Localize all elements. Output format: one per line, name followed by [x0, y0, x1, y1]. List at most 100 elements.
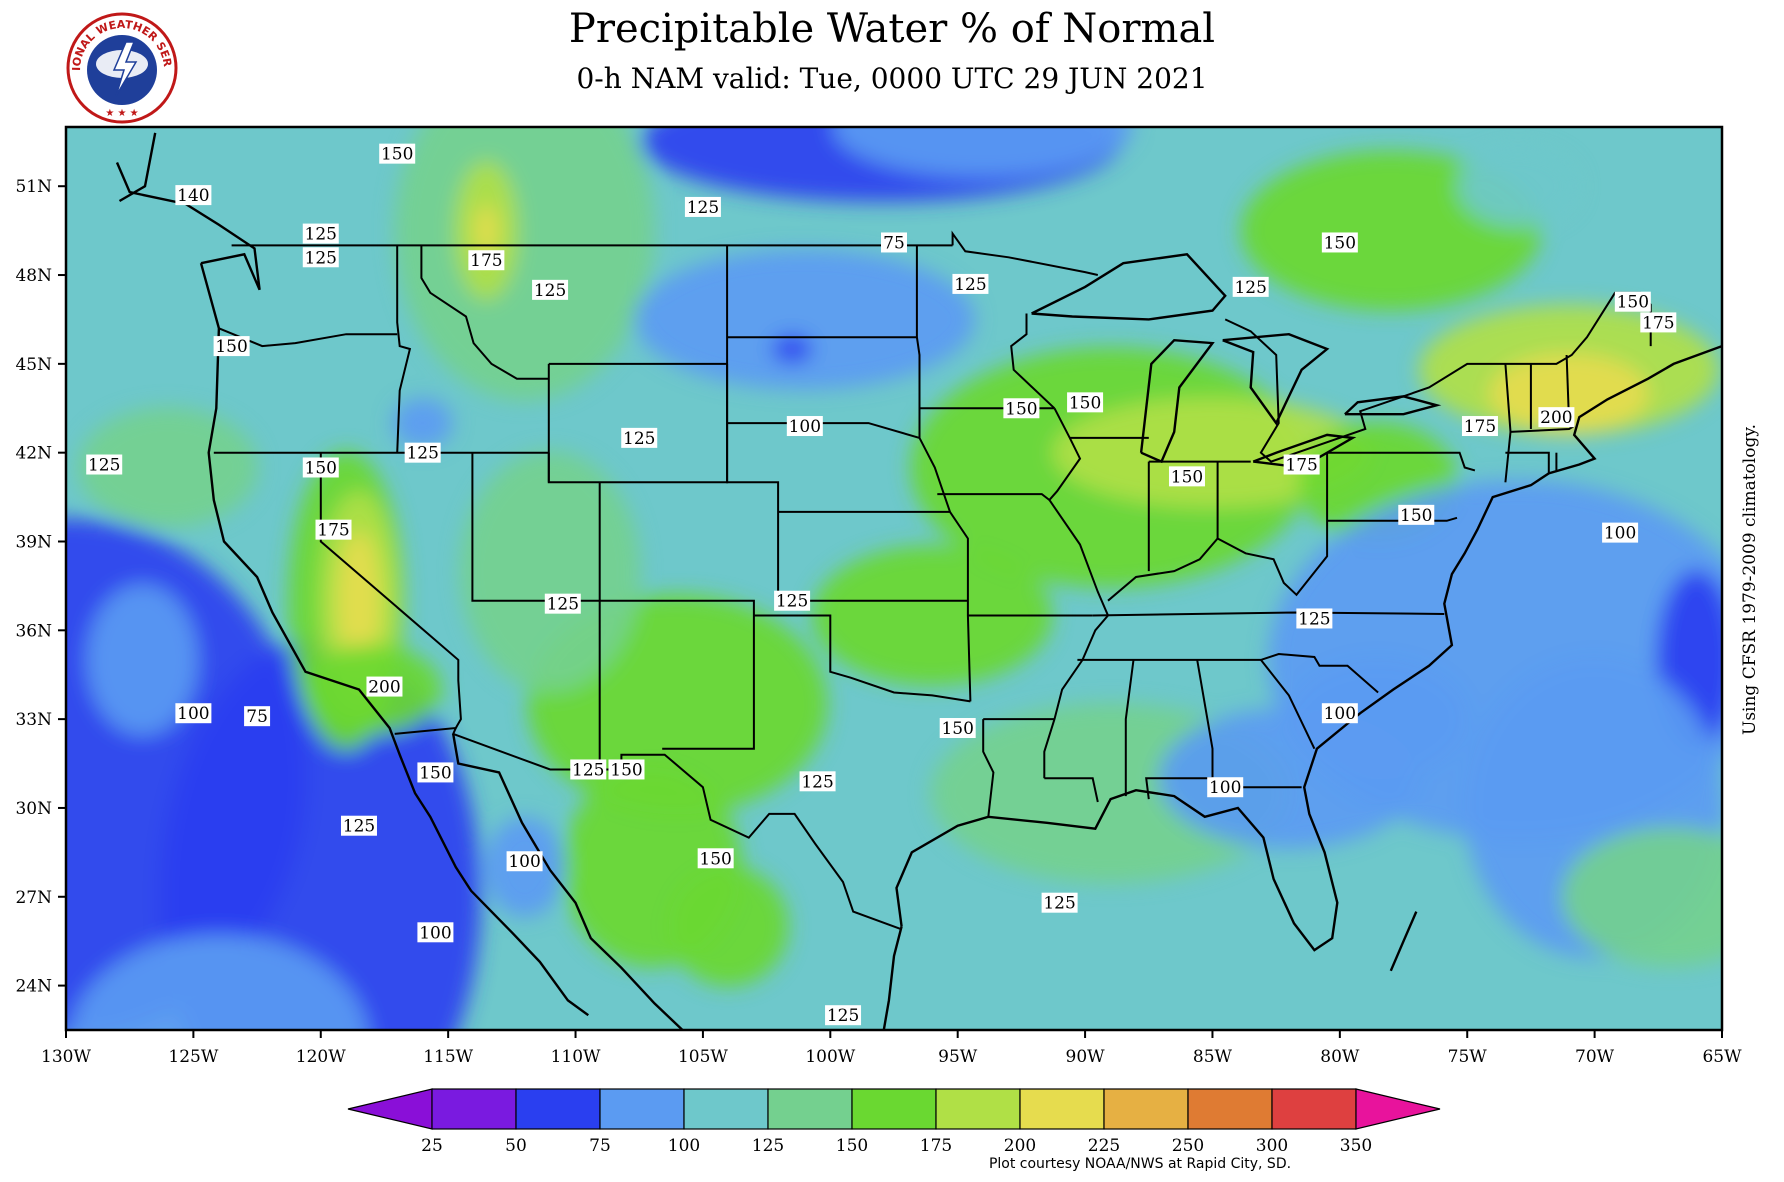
coastline [199, 262, 590, 1017]
contour-label: 125 [406, 444, 438, 464]
contour-label: 150 [1400, 506, 1432, 526]
colorbar-swatch [767, 1088, 853, 1130]
contour-label: 75 [246, 707, 268, 727]
contour-label-box [506, 851, 543, 872]
contour-label-box [544, 593, 581, 614]
contour-label: 140 [177, 186, 209, 206]
colorbar-swatch [935, 1088, 1021, 1130]
colorbar-under-arrow [347, 1088, 433, 1130]
state-boundary [1327, 516, 1458, 522]
colorbar-label: 25 [421, 1136, 443, 1156]
coastline [452, 733, 684, 1030]
lake-outline [1139, 338, 1215, 464]
colorbar-swatch [515, 1088, 601, 1130]
contour-label-box [1321, 232, 1358, 253]
climatology-note: Using CFSR 1979-2009 climatology. [1740, 423, 1760, 735]
page-subtitle: 0-h NAM valid: Tue, 0000 UTC 29 JUN 2021 [576, 62, 1208, 95]
contour-label-box [302, 223, 339, 244]
contour-label-box [621, 427, 658, 448]
colorbar-label: 350 [1340, 1136, 1372, 1156]
lon-label: 125W [168, 1047, 218, 1067]
nws-logo-icon: NATIONAL WEATHER SERVICE ★ ★ ★ [61, 2, 178, 124]
contour-label: 125 [954, 275, 986, 295]
contour-label-box [315, 519, 352, 540]
colorbar-swatch [599, 1088, 685, 1130]
contour-label-box [404, 442, 441, 463]
contour-label: 200 [368, 678, 400, 698]
contour-label-box [1232, 276, 1269, 297]
contour-label: 150 [1324, 233, 1356, 253]
longitude-axis: 130W 125W 120W 115W 110W 105W 100W 95W 90W 85W 80W… [41, 1030, 1742, 1067]
contour-label-box [1538, 407, 1575, 428]
contour-label-box [302, 247, 339, 268]
contour-label-box [1602, 522, 1639, 543]
colorbar-label: 50 [505, 1136, 527, 1156]
contour-label-box [1207, 777, 1244, 798]
contour-label: 150 [699, 849, 731, 869]
contour-label-box [244, 706, 271, 727]
colorbar-swatch [1019, 1088, 1105, 1130]
lon-label: 105W [678, 1047, 728, 1067]
contour-label-box [417, 922, 454, 943]
contour-label: 100 [1324, 704, 1356, 724]
contour-label: 150 [1171, 467, 1203, 487]
geography-layer [115, 132, 1722, 1030]
contour-label: 175 [1285, 456, 1317, 476]
contour-region [160, 636, 481, 1030]
contour-label: 125 [776, 592, 808, 612]
contour-label-box [340, 815, 377, 836]
lat-label: 30N [15, 799, 52, 819]
state-boundary [420, 245, 549, 380]
state-boundary [1043, 407, 1110, 779]
svg-text:★ ★ ★: ★ ★ ★ [105, 108, 138, 119]
contour-region [1489, 353, 1650, 434]
contour-label: 125 [88, 456, 120, 476]
state-boundary [753, 614, 971, 703]
state-boundary [1077, 652, 1379, 694]
state-boundary [394, 726, 902, 931]
state-boundary [937, 493, 1051, 501]
contour-label: 125 [1234, 278, 1266, 298]
contour-label-box [684, 196, 721, 217]
contour-label-box [952, 273, 989, 294]
contour-label: 100 [177, 704, 209, 724]
contour-label: 125 [547, 595, 579, 615]
contour-label: 150 [610, 760, 642, 780]
contour-label-box [1461, 416, 1498, 437]
contour-label: 100 [1209, 778, 1241, 798]
contour-label-box [1321, 703, 1358, 724]
colorbar-swatch [1187, 1088, 1273, 1130]
contour-label-box [417, 762, 454, 783]
contour-label: 175 [317, 521, 349, 541]
contour-label-box [1168, 466, 1205, 487]
state-boundary [1044, 777, 1099, 803]
lon-label: 65W [1702, 1047, 1742, 1067]
coastlines [115, 132, 1722, 1030]
state-boundary [727, 422, 920, 439]
lon-label: 130W [41, 1047, 91, 1067]
contour-label: 175 [470, 251, 502, 271]
contour-label: 175 [1464, 417, 1496, 437]
contour-label-box [379, 143, 416, 164]
colorbar-swatch [1271, 1088, 1357, 1130]
contour-label-box [1003, 398, 1040, 419]
contour-label: 100 [508, 852, 540, 872]
contour-region [392, 398, 453, 449]
contour-label: 125 [305, 225, 337, 245]
colorbar: 25 50 75 100 125 150 175 200 225 250 300 350 [347, 1088, 1441, 1156]
contour-label-box [1041, 892, 1078, 913]
contour-label-box [1296, 608, 1333, 629]
contour-label: 150 [1617, 293, 1649, 313]
lake-outline [1344, 395, 1442, 416]
contour-label-box [939, 718, 976, 739]
contour-label-box [825, 1005, 862, 1026]
colorbar-over-arrow [1355, 1088, 1441, 1130]
colorbar-label: 225 [1088, 1136, 1120, 1156]
state-boundary [726, 245, 780, 601]
contour-label-box [608, 759, 645, 780]
state-boundary [1010, 313, 1056, 410]
lat-label: 27N [15, 888, 52, 908]
contour-label: 125 [572, 760, 604, 780]
contour-label-box [175, 185, 212, 206]
colorbar-swatch [1103, 1088, 1189, 1130]
